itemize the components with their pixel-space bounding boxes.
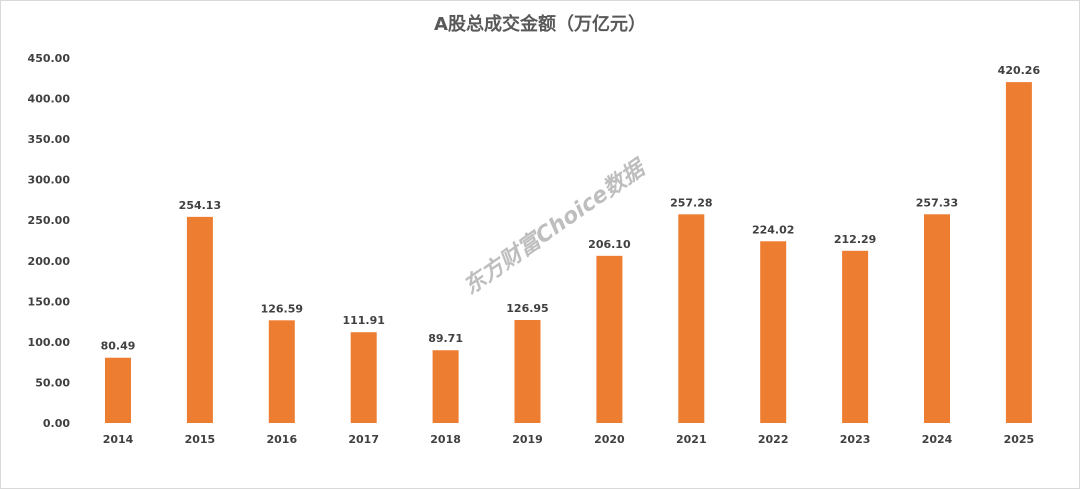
bars: 80.49 254.13 126.59 111.91 89.71 126.95 206.10…: [101, 64, 1041, 424]
data-label: 89.71: [428, 332, 463, 345]
y-tick-label: 200.00: [28, 255, 71, 268]
y-axis: 0.00 50.00 100.00 150.00 200.00 250.00 300.00 3…: [28, 52, 71, 430]
x-tick-label: 2022: [758, 433, 789, 446]
data-label: 224.02: [752, 223, 794, 236]
y-tick-label: 400.00: [28, 93, 71, 106]
y-tick-label: 300.00: [28, 174, 71, 187]
x-tick-label: 2024: [922, 433, 953, 446]
bar-2017: [350, 332, 377, 423]
data-label: 257.33: [916, 196, 958, 209]
bar-2024: [924, 214, 950, 423]
x-tick-label: 2019: [512, 433, 543, 446]
x-tick-label: 2015: [185, 433, 216, 446]
data-label: 212.29: [834, 233, 876, 246]
bar-2019: [514, 320, 541, 423]
x-tick-label: 2016: [266, 433, 297, 446]
data-label: 257.28: [670, 196, 712, 209]
data-label: 111.91: [342, 314, 384, 327]
x-tick-label: 2020: [594, 433, 625, 446]
x-tick-label: 2014: [103, 433, 134, 446]
y-tick-label: 250.00: [28, 214, 71, 227]
x-axis: 2014 2015 2016 2017 2018 2019 2020 2021 2022 2023…: [103, 433, 1035, 446]
x-tick-label: 2021: [676, 433, 707, 446]
watermark: 东方财富Choice数据: [459, 153, 653, 300]
bar-2020: [596, 255, 623, 423]
bar-2025: [1005, 82, 1032, 424]
bar-2014: [105, 357, 131, 423]
data-label: 126.59: [261, 302, 303, 315]
bar-2023: [842, 250, 869, 423]
x-tick-label: 2025: [1004, 433, 1035, 446]
data-label: 420.26: [998, 64, 1041, 77]
x-tick-label: 2023: [840, 433, 871, 446]
data-label: 206.10: [588, 238, 631, 251]
x-tick-label: 2017: [348, 433, 379, 446]
x-tick-label: 2018: [430, 433, 461, 446]
y-tick-label: 100.00: [28, 336, 71, 349]
bar-2022: [760, 241, 787, 423]
y-tick-label: 350.00: [28, 133, 71, 146]
bar-2021: [678, 214, 705, 423]
y-tick-label: 50.00: [35, 376, 70, 389]
data-label: 80.49: [101, 340, 136, 353]
chart-title: A股总成交金额（万亿元）: [434, 14, 646, 35]
bar-2015: [186, 216, 213, 423]
y-tick-label: 150.00: [28, 295, 71, 308]
y-tick-label: 0.00: [43, 417, 70, 430]
bar-2018: [432, 350, 459, 423]
data-label: 126.95: [506, 302, 548, 315]
data-label: 254.13: [179, 199, 221, 212]
bar-2016: [268, 320, 295, 423]
y-tick-label: 450.00: [28, 52, 71, 65]
